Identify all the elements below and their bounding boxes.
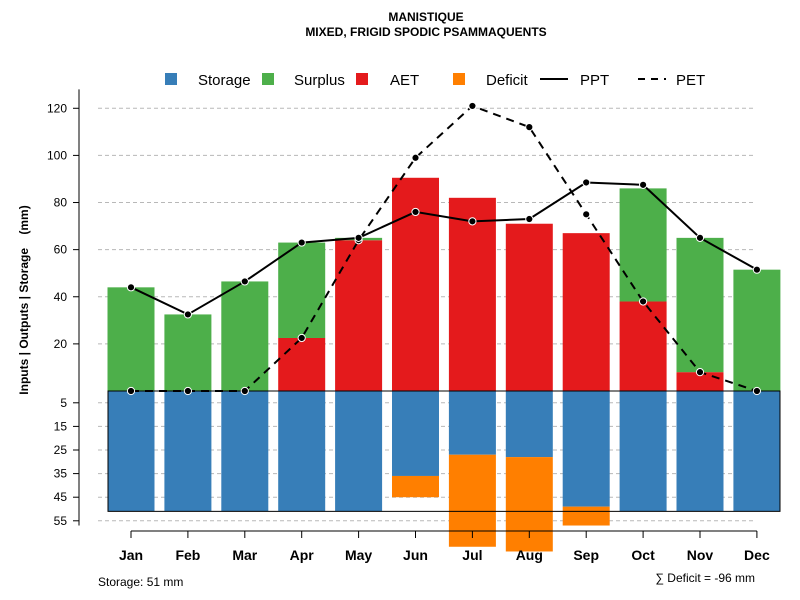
bar-storage-may: [335, 391, 383, 512]
x-tick-label-jun: Jun: [403, 547, 428, 563]
bar-surplus-nov: [676, 237, 724, 373]
point-ppt-mar: [240, 277, 249, 286]
legend-label-aet: AET: [390, 72, 419, 89]
legend: Storage Surplus AET Deficit PPT PET: [165, 72, 705, 89]
point-ppt-aug: [525, 214, 534, 224]
point-ppt-may: [354, 233, 363, 242]
legend-swatch-deficit: [453, 73, 465, 85]
bar-storage-feb: [164, 391, 212, 512]
point-pet-aug: [525, 123, 534, 132]
bars: [107, 177, 781, 552]
bar-storage-mar: [221, 391, 269, 512]
point-pet-dec: [752, 386, 762, 396]
line-pet: [131, 104, 758, 392]
x-tick-label-aug: Aug: [516, 547, 543, 563]
x-tick-label-jan: Jan: [119, 547, 143, 563]
bar-storage-jan: [107, 391, 155, 512]
legend-label-storage: Storage: [198, 72, 251, 89]
chart-subtitle: MIXED, FRIGID SPODIC PSAMMAQUENTS: [305, 25, 546, 39]
legend-label-pet: PET: [676, 72, 705, 89]
bar-aet-oct: [619, 301, 667, 391]
bar-aet-apr: [278, 337, 326, 391]
legend-swatch-surplus: [262, 73, 274, 85]
legend-label-ppt: PPT: [580, 72, 609, 89]
storage-note: Storage: 51 mm: [98, 575, 183, 589]
point-ppt-apr: [297, 238, 306, 247]
y-tick-label-120: 120: [47, 101, 67, 115]
bar-aet-may: [335, 240, 383, 391]
chart-title: MANISTIQUE: [388, 10, 463, 24]
y-tick-label-neg-55: 55: [54, 514, 68, 528]
bar-aet-sep: [562, 233, 610, 391]
legend-label-surplus: Surplus: [294, 72, 345, 89]
x-tick-label-oct: Oct: [631, 547, 655, 563]
y-tick-label-neg-15: 15: [54, 419, 68, 433]
y-tick-label-80: 80: [54, 196, 68, 210]
bar-surplus-feb: [164, 314, 212, 391]
x-tick-label-feb: Feb: [175, 547, 200, 563]
bar-surplus-apr: [278, 242, 326, 338]
bar-deficit-jun: [392, 475, 439, 498]
point-ppt-feb: [183, 310, 192, 319]
x-tick-label-sep: Sep: [573, 547, 599, 563]
storage-capacity-box: [107, 390, 781, 512]
y-tick-label-20: 20: [54, 337, 68, 351]
bar-storage-sep: [562, 391, 610, 507]
legend-swatch-aet: [356, 73, 368, 85]
point-pet-feb: [183, 386, 192, 396]
bar-storage-aug: [505, 391, 553, 458]
bar-surplus-dec: [733, 269, 781, 391]
point-pet-jul: [468, 101, 477, 111]
point-pet-jun: [411, 153, 420, 162]
bar-surplus-jan: [107, 287, 155, 391]
point-ppt-jun: [411, 207, 420, 217]
point-pet-nov: [695, 368, 705, 377]
x-tick-label-apr: Apr: [290, 547, 315, 563]
point-ppt-oct: [639, 180, 648, 189]
bar-storage-jun: [392, 391, 439, 476]
bar-storage-oct: [619, 391, 667, 512]
point-ppt-nov: [695, 233, 705, 242]
legend-swatch-storage: [165, 73, 177, 85]
bar-storage-nov: [676, 391, 724, 512]
bar-storage-jul: [448, 391, 496, 455]
y-tick-label-40: 40: [54, 290, 68, 304]
bar-storage-apr: [278, 391, 326, 512]
x-tick-label-may: May: [345, 547, 372, 563]
deficit-note: ∑ Deficit = -96 mm: [655, 571, 755, 585]
bar-aet-jul: [448, 197, 496, 391]
x-tick-label-jul: Jul: [462, 547, 482, 563]
x-tick-label-nov: Nov: [687, 547, 714, 563]
point-ppt-sep: [582, 178, 591, 187]
y-tick-label-100: 100: [47, 148, 67, 162]
y-axis-label: Inputs | Outputs | Storage (mm): [17, 205, 31, 394]
x-tick-label-mar: Mar: [232, 547, 257, 563]
series-lines: [126, 101, 762, 396]
point-pet-mar: [240, 386, 249, 396]
y-tick-label-neg-5: 5: [60, 396, 67, 410]
y-tick-label-neg-45: 45: [54, 490, 68, 504]
point-ppt-jan: [126, 283, 136, 292]
axes: 20 40 60 80 100 120 5 15 25 35 45 55 Jan Feb Mar Apr May…: [47, 89, 770, 563]
x-tick-label-dec: Dec: [744, 547, 770, 563]
point-pet-apr: [297, 333, 306, 343]
point-pet-sep: [582, 210, 591, 219]
bar-storage-dec: [733, 391, 781, 512]
y-tick-label-60: 60: [54, 243, 68, 257]
bar-surplus-oct: [619, 188, 667, 302]
point-ppt-jul: [468, 217, 477, 226]
bar-deficit-sep: [562, 506, 610, 526]
bar-aet-aug: [505, 223, 553, 391]
line-ppt: [130, 181, 758, 316]
y-tick-label-neg-35: 35: [54, 467, 68, 481]
y-tick-label-neg-25: 25: [54, 443, 68, 457]
point-ppt-dec: [752, 265, 762, 274]
point-pet-jan: [126, 386, 136, 396]
legend-label-deficit: Deficit: [486, 72, 529, 89]
bar-surplus-mar: [221, 281, 269, 391]
point-pet-oct: [639, 297, 648, 306]
